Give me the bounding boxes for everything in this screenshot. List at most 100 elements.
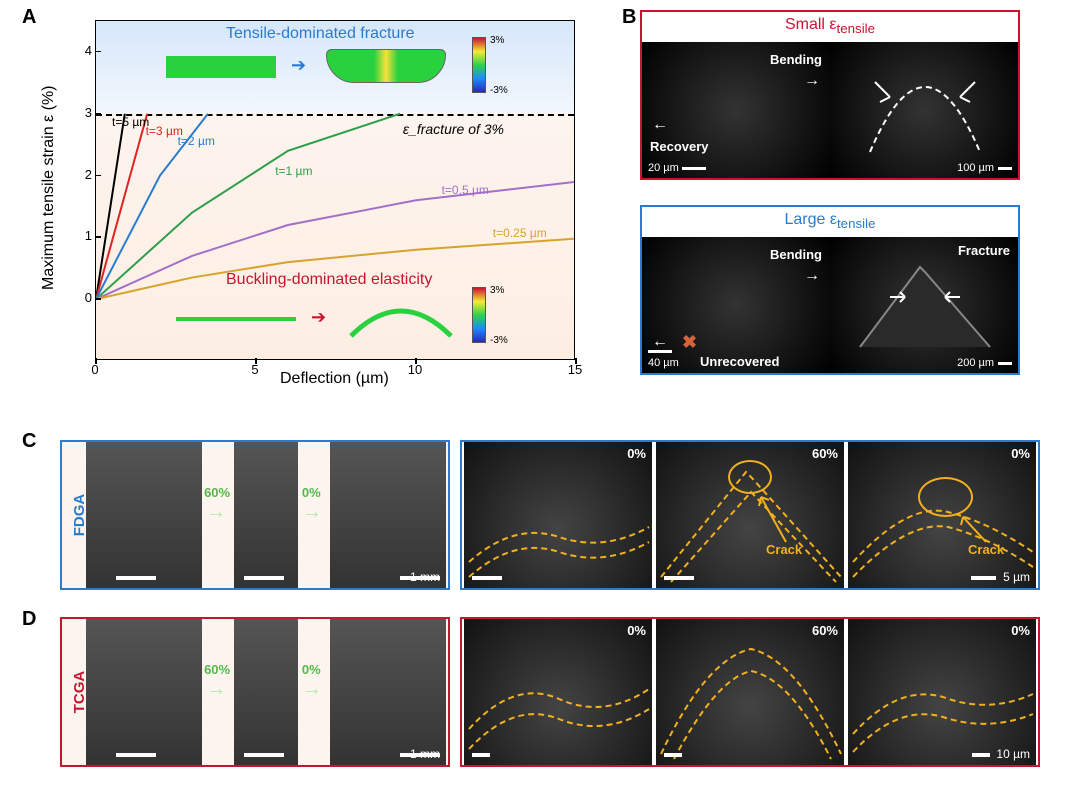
y-tick: 1 (78, 228, 92, 243)
scale-bar (400, 576, 440, 580)
panelB-top-title: Small εtensile (642, 12, 1018, 40)
y-tick: 3 (78, 105, 92, 120)
scale-bar (971, 576, 996, 580)
scale-label: 40 µm (648, 357, 679, 369)
sem-image: Fracture 200 µm (830, 237, 1018, 373)
panelB-bottom-title: Large εtensile (642, 207, 1018, 235)
macro-image (234, 442, 298, 588)
sem-image: Bending Recovery → ← 20 µm (642, 42, 830, 178)
curve-t3m (96, 114, 147, 299)
fracture-icon (850, 257, 1000, 357)
curve-t025m (96, 239, 574, 300)
macro-image (234, 619, 298, 765)
panel-C: FDGA → 60% → 0% 1 mm 0% (40, 435, 1040, 600)
scale-bar (998, 362, 1012, 365)
sem-image: Bending → ✖ ← Unrecovered 40 µm (642, 237, 830, 373)
curve-label: t=0.25 µm (493, 226, 547, 240)
scale-label: 5 µm (1003, 570, 1030, 584)
arrow-icon: ← (652, 116, 668, 134)
bending-label: Bending (770, 52, 822, 67)
unrecovered-label: Unrecovered (700, 354, 779, 369)
panelD-macro-box: TCGA → 60% → 0% 1 mm (60, 617, 450, 767)
macro-image: 1 mm (330, 619, 446, 765)
curves-svg (96, 21, 574, 359)
arrow-icon: ← (652, 333, 668, 351)
micro-image: 0% Crack 5 µm (848, 442, 1036, 588)
tick-mark (95, 236, 101, 238)
panel-A-chart: Tensile-dominated fracture Buckling-domi… (40, 10, 590, 400)
arrow-icon: → (804, 267, 820, 285)
cross-icon: ✖ (682, 332, 697, 353)
wall-outline (848, 619, 1036, 765)
scale-bar (472, 576, 502, 580)
curve-label: t=1 µm (275, 164, 312, 178)
bent-arc-icon (860, 52, 990, 162)
compress-pct: 0% (302, 662, 321, 677)
arrow-icon: → (804, 72, 820, 90)
panel-label-B: B (622, 6, 636, 29)
panel-label-D: D (22, 608, 36, 631)
wall-outline (656, 619, 844, 765)
tick-mark (415, 358, 417, 364)
y-tick: 2 (78, 167, 92, 182)
scale-label: 20 µm (648, 162, 679, 174)
scale-bar (648, 350, 672, 353)
panel-label-A: A (22, 6, 36, 29)
y-axis-label: Maximum tensile strain ε (%) (40, 85, 58, 290)
scale-bar (998, 167, 1012, 170)
curve-t05m (96, 182, 574, 299)
panelC-micro-box: 0% 60% Crack 0% (460, 440, 1040, 590)
x-axis-label: Deflection (µm) (280, 370, 389, 388)
micro-image: 0% 10 µm (848, 619, 1036, 765)
tick-mark (575, 358, 577, 364)
micro-image: 0% (464, 619, 652, 765)
macro-image (86, 619, 202, 765)
scale-label: 200 µm (957, 357, 994, 369)
compress-pct: 60% (204, 662, 230, 677)
tick-mark (95, 298, 101, 300)
scale-bar (116, 753, 156, 757)
fracture-label: Fracture (958, 243, 1010, 258)
compress-pct: 0% (302, 485, 321, 500)
scale-bar (682, 167, 706, 170)
tick-mark (95, 113, 101, 115)
tick-mark (95, 51, 101, 53)
micro-image: 60% (656, 619, 844, 765)
crack-arrow-icon (756, 492, 796, 547)
chart-area: Tensile-dominated fracture Buckling-domi… (95, 20, 575, 360)
recovery-label: Recovery (650, 139, 709, 154)
x-tick: 5 (240, 362, 270, 377)
scale-bar (116, 576, 156, 580)
panelB-bottom-box: Large εtensile Bending → ✖ ← Unrecovered… (640, 205, 1020, 375)
scale-bar (472, 753, 490, 757)
wall-outline (464, 619, 652, 765)
micro-image: 0% (464, 442, 652, 588)
tick-mark (255, 358, 257, 364)
panel-label-C: C (22, 430, 36, 453)
tick-mark (95, 175, 101, 177)
tick-mark (95, 358, 97, 364)
panelB-top-box: Small εtensile Bending Recovery → ← 20 µ… (640, 10, 1020, 180)
micro-image: 60% Crack (656, 442, 844, 588)
crack-arrow-icon (958, 512, 993, 547)
scale-label: 100 µm (957, 162, 994, 174)
bending-label: Bending (770, 247, 822, 262)
scale-bar (664, 753, 682, 757)
curve-label: t=5 µm (112, 115, 149, 129)
scale-bar (244, 753, 284, 757)
curve-label: t=0.5 µm (442, 183, 489, 197)
scale-bar (664, 576, 694, 580)
wall-outline (464, 442, 652, 588)
crack-circle (728, 460, 772, 494)
crack-circle (918, 477, 973, 517)
y-tick: 4 (78, 43, 92, 58)
x-tick: 10 (400, 362, 430, 377)
scale-label: 10 µm (996, 747, 1030, 761)
panel-B: Small εtensile Bending Recovery → ← 20 µ… (640, 10, 1040, 390)
curve-t1m (96, 114, 400, 299)
x-tick: 0 (80, 362, 110, 377)
arrow-icon: → (302, 678, 322, 701)
scale-bar (972, 753, 990, 757)
arrow-icon: → (206, 501, 226, 524)
panelC-macro-box: FDGA → 60% → 0% 1 mm (60, 440, 450, 590)
